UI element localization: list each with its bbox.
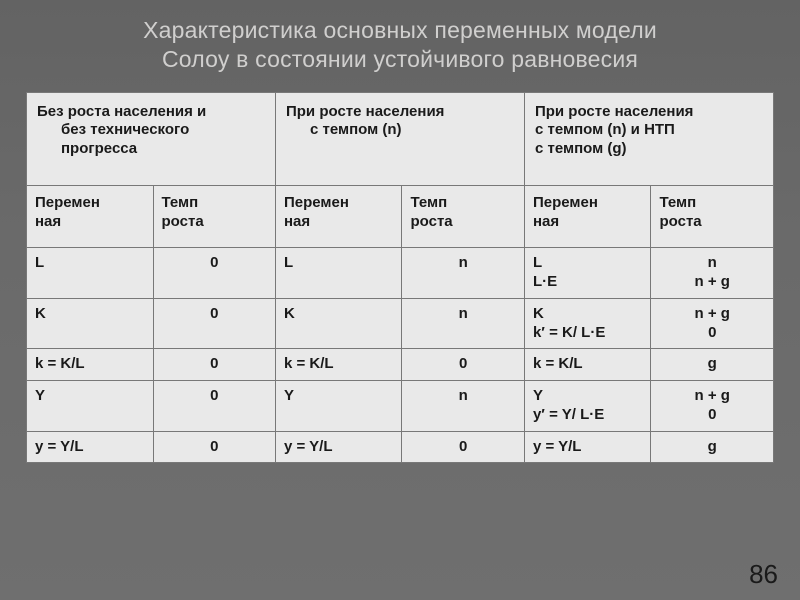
- table-row: k = K/L 0 k = K/L 0 k = K/L g: [27, 349, 774, 381]
- hdr1-l3: прогресса: [37, 140, 265, 159]
- table-cell: y = Y/L: [524, 431, 651, 463]
- cell-line: y = Y/L: [284, 438, 394, 457]
- title-line-2: Солоу в состоянии устойчивого равновесия: [162, 46, 638, 72]
- sub-var-2: Перемен ная: [275, 185, 402, 248]
- cell-line: Y: [35, 387, 145, 406]
- cell-line: k = K/L: [533, 355, 643, 374]
- table-cell: Y: [275, 381, 402, 432]
- sub-rate-3: Темп роста: [651, 185, 774, 248]
- table-cell: n + g0: [651, 381, 774, 432]
- table-cell: L: [27, 248, 154, 299]
- cell-line: 0: [659, 324, 765, 343]
- cell-line: n: [410, 254, 515, 273]
- table-cell: 0: [153, 248, 275, 299]
- cell-line: K: [35, 305, 145, 324]
- table-cell: k = K/L: [27, 349, 154, 381]
- title-line-1: Характеристика основных переменных модел…: [143, 17, 657, 43]
- cell-line: g: [659, 355, 765, 374]
- page-number: 86: [749, 559, 778, 590]
- table-cell: 0: [153, 381, 275, 432]
- table-cell: 0: [402, 349, 524, 381]
- header-row-groups: Без роста населения и без технического п…: [27, 92, 774, 185]
- cell-line: 0: [659, 406, 765, 425]
- table-cell: y = Y/L: [275, 431, 402, 463]
- cell-line: y = Y/L: [35, 438, 145, 457]
- cell-line: k = K/L: [284, 355, 394, 374]
- table-row: Y0YnYy′ = Y/ L·En + g0: [27, 381, 774, 432]
- sub-var-3: Перемен ная: [524, 185, 651, 248]
- cell-line: 0: [162, 355, 267, 374]
- slide: Характеристика основных переменных модел…: [0, 0, 800, 600]
- table-cell: Y: [27, 381, 154, 432]
- hdr2-l2: с темпом (n): [286, 121, 514, 140]
- cell-line: 0: [162, 438, 267, 457]
- hdr-group-2: При росте населения с темпом (n): [275, 92, 524, 185]
- sub-rate-2: Темп роста: [402, 185, 524, 248]
- table-cell: Yy′ = Y/ L·E: [524, 381, 651, 432]
- cell-line: 0: [410, 355, 515, 374]
- cell-line: K: [533, 305, 643, 324]
- table-cell: K: [27, 298, 154, 349]
- cell-line: 0: [162, 387, 267, 406]
- cell-line: g: [659, 438, 765, 457]
- cell-line: n: [410, 387, 515, 406]
- table-cell: K: [275, 298, 402, 349]
- slide-title: Характеристика основных переменных модел…: [26, 16, 774, 74]
- cell-line: k′ = K/ L·E: [533, 324, 643, 343]
- table-cell: k = K/L: [275, 349, 402, 381]
- table-cell: 0: [402, 431, 524, 463]
- cell-line: n: [410, 305, 515, 324]
- cell-line: Y: [533, 387, 643, 406]
- cell-line: L: [284, 254, 394, 273]
- cell-line: k = K/L: [35, 355, 145, 374]
- table-cell: L: [275, 248, 402, 299]
- cell-line: L: [35, 254, 145, 273]
- table-cell: n: [402, 248, 524, 299]
- sub-var-1: Перемен ная: [27, 185, 154, 248]
- cell-line: n + g: [659, 273, 765, 292]
- hdr-group-1: Без роста населения и без технического п…: [27, 92, 276, 185]
- header-row-sub: Перемен ная Темп роста Перемен ная Темп …: [27, 185, 774, 248]
- cell-line: L·E: [533, 273, 643, 292]
- cell-line: 0: [410, 438, 515, 457]
- table-cell: 0: [153, 431, 275, 463]
- table-row: K0KnKk′ = K/ L·En + g0: [27, 298, 774, 349]
- hdr1-l1: Без роста населения и: [37, 103, 265, 122]
- cell-line: K: [284, 305, 394, 324]
- cell-line: Y: [284, 387, 394, 406]
- table-row: y = Y/L 0 y = Y/L 0 y = Y/L g: [27, 431, 774, 463]
- cell-line: 0: [162, 254, 267, 273]
- table-cell: LL·E: [524, 248, 651, 299]
- hdr3-l2: с темпом (n) и НТП: [535, 121, 763, 140]
- table-cell: 0: [153, 349, 275, 381]
- cell-line: y = Y/L: [533, 438, 643, 457]
- cell-line: 0: [162, 305, 267, 324]
- cell-line: y′ = Y/ L·E: [533, 406, 643, 425]
- table-cell: nn + g: [651, 248, 774, 299]
- table-cell: n: [402, 298, 524, 349]
- table-cell: n: [402, 381, 524, 432]
- hdr3-l3: с темпом (g): [535, 140, 763, 159]
- hdr2-l1: При росте населения: [286, 103, 514, 122]
- cell-line: n + g: [659, 387, 765, 406]
- table-cell: g: [651, 349, 774, 381]
- cell-line: L: [533, 254, 643, 273]
- table-cell: Kk′ = K/ L·E: [524, 298, 651, 349]
- hdr-group-3: При росте населения с темпом (n) и НТП с…: [524, 92, 773, 185]
- cell-line: n + g: [659, 305, 765, 324]
- table-cell: 0: [153, 298, 275, 349]
- table-cell: y = Y/L: [27, 431, 154, 463]
- hdr1-l2: без технического: [37, 121, 265, 140]
- sub-rate-1: Темп роста: [153, 185, 275, 248]
- solow-table: Без роста населения и без технического п…: [26, 92, 774, 464]
- hdr3-l1: При росте населения: [535, 103, 763, 122]
- cell-line: n: [659, 254, 765, 273]
- table-cell: k = K/L: [524, 349, 651, 381]
- table-row: L0LnLL·Enn + g: [27, 248, 774, 299]
- table-cell: n + g0: [651, 298, 774, 349]
- table-cell: g: [651, 431, 774, 463]
